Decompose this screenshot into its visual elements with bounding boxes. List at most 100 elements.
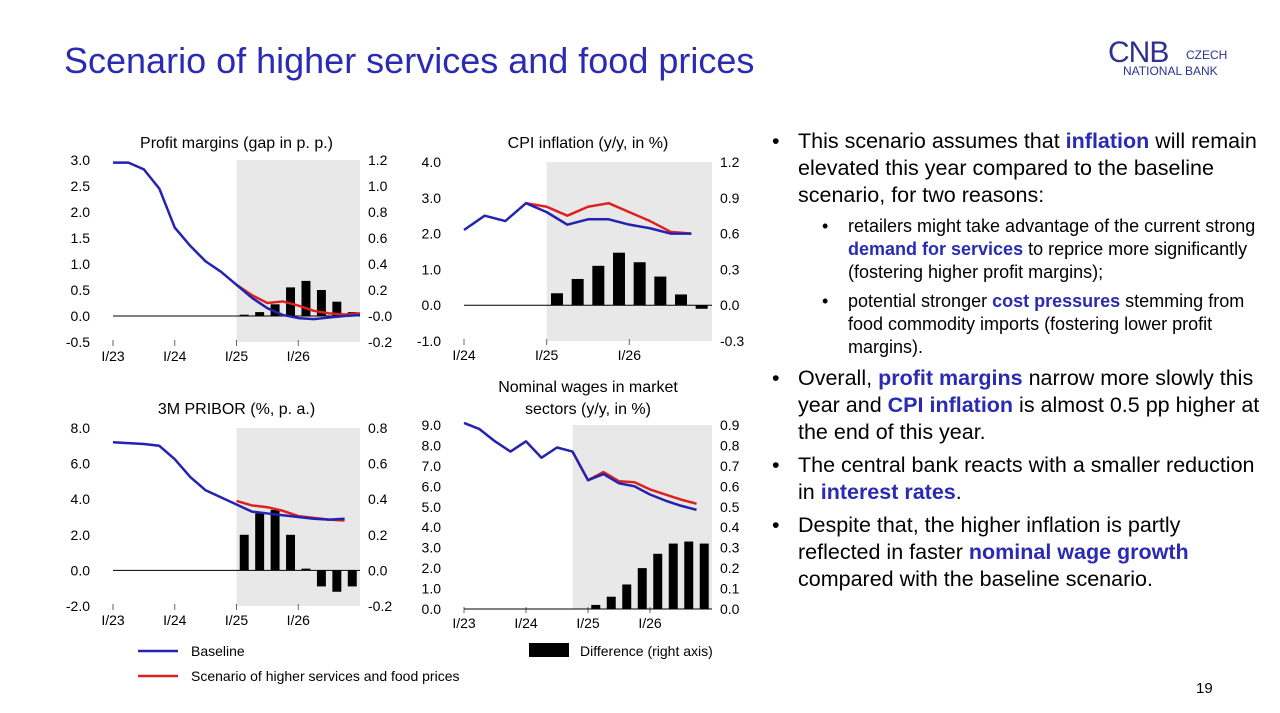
- page-number: 19: [1196, 680, 1213, 697]
- y-tick-label-right: 1.0: [368, 178, 388, 194]
- bullet-text: .: [955, 480, 962, 504]
- difference-bar: [668, 543, 678, 609]
- y-tick-label-right: 0.4: [368, 256, 388, 272]
- y-tick-label-right: 0.5: [720, 499, 740, 515]
- x-tick-label: I/24: [514, 615, 538, 631]
- difference-bar: [347, 570, 357, 587]
- difference-bar: [571, 278, 584, 306]
- y-tick-label-right: 0.0: [368, 562, 388, 578]
- bullet-marker: •: [772, 366, 780, 390]
- bullet-item: • This scenario assumes that inflation wi…: [772, 128, 1264, 209]
- y-tick-label-right: 1.2: [368, 152, 388, 168]
- logo-mark: CNB: [1108, 36, 1169, 69]
- highlighted-term: inflation: [1065, 129, 1150, 153]
- bullet-marker: •: [772, 129, 780, 153]
- y-tick-label-left: 0.5: [71, 282, 91, 298]
- difference-bar: [239, 534, 249, 571]
- difference-bar: [653, 553, 663, 609]
- sub-bullet-item: • retailers might take advantage of the c…: [822, 215, 1264, 284]
- y-tick-label-right: 0.8: [368, 204, 388, 220]
- page-title: Scenario of higher services and food pri…: [64, 40, 755, 81]
- logo-line-1: CZECH: [1186, 48, 1228, 62]
- difference-bar: [301, 568, 311, 571]
- y-tick-label-right: 0.7: [720, 458, 740, 474]
- chart-title: sectors (y/y, in %): [525, 401, 651, 418]
- y-tick-label-right: 0.2: [720, 560, 740, 576]
- difference-bar: [613, 252, 625, 306]
- y-tick-label-left: 6.0: [422, 478, 442, 494]
- legend-scenario-label: Scenario of higher services and food pri…: [191, 668, 459, 684]
- y-tick-label-left: 7.0: [422, 458, 442, 474]
- difference-bar: [255, 513, 265, 571]
- y-tick-label-right: -0.0: [368, 308, 392, 324]
- forecast-shade: [546, 162, 712, 341]
- bullet-marker: •: [772, 513, 780, 537]
- y-tick-label-left: 2.0: [422, 226, 442, 242]
- bullet-text: Overall,: [798, 366, 879, 390]
- y-tick-label-left: 4.0: [422, 154, 442, 170]
- bullet-text: stemming from food commodity imports (fo…: [848, 291, 1245, 357]
- difference-bar: [699, 543, 709, 609]
- bullet-marker: •: [772, 453, 780, 477]
- scenario-line: [235, 283, 361, 316]
- x-tick-label: I/24: [163, 612, 187, 628]
- legend-difference-swatch: [529, 643, 569, 657]
- y-tick-label-left: 2.0: [71, 204, 91, 220]
- difference-bar: [654, 276, 667, 306]
- baseline-line: [463, 201, 692, 235]
- bullet-item: • Despite that, the higher inflation is p…: [772, 512, 1264, 593]
- bullet-text: This scenario assumes that: [798, 129, 1066, 153]
- x-tick-label: I/25: [225, 612, 249, 628]
- y-tick-label-right: -0.2: [368, 334, 392, 350]
- y-tick-label-left: 0.0: [422, 601, 442, 617]
- y-tick-label-left: 0.0: [71, 562, 91, 578]
- y-tick-label-left: 0.0: [422, 297, 442, 313]
- difference-bar: [606, 596, 616, 609]
- bullet-text: Despite that, the higher inflation is pa…: [798, 513, 1181, 564]
- y-tick-label-left: 3.0: [422, 190, 442, 206]
- bullet-list: • This scenario assumes that inflation wi…: [772, 128, 1264, 599]
- cnb-logo: CNB CZECH NATIONAL BANK: [1108, 38, 1228, 84]
- y-tick-label-left: 1.0: [422, 261, 442, 277]
- x-tick-label: I/23: [101, 348, 125, 364]
- y-tick-label-right: -0.2: [368, 598, 392, 614]
- y-tick-label-left: 4.0: [71, 491, 91, 507]
- charts-area: Profit margins (gap in p. p.) 3.0 2.5 2.0 1.…: [66, 135, 744, 684]
- y-tick-label-right: 0.4: [368, 491, 388, 507]
- difference-bar: [684, 541, 694, 609]
- highlighted-term: profit margins: [878, 366, 1023, 390]
- difference-bar: [301, 280, 311, 316]
- y-tick-label-right: 0.9: [720, 417, 740, 433]
- baseline-line: [463, 421, 697, 512]
- y-tick-label-left: 1.0: [422, 581, 442, 597]
- bullet-item: • The central bank reacts with a smaller …: [772, 452, 1264, 506]
- difference-bar: [332, 301, 342, 316]
- y-tick-label-right: 0.0: [720, 601, 740, 617]
- y-tick-label-right: 0.9: [720, 190, 740, 206]
- legend-difference-label: Difference (right axis): [580, 643, 713, 659]
- chart-title: Nominal wages in market: [498, 379, 678, 396]
- y-tick-label-left: -1.0: [417, 333, 441, 349]
- y-tick-label-left: -0.5: [66, 334, 90, 350]
- difference-bar: [270, 509, 280, 571]
- difference-bar: [633, 262, 646, 306]
- chart-panel: 3M PRIBOR (%, p. a.) 8.0 6.0 4.0 2.0 0.0 -2.0 0…: [66, 401, 392, 628]
- y-tick-label-right: 0.6: [720, 478, 740, 494]
- difference-bar: [286, 287, 296, 316]
- y-tick-label-right: 0.1: [720, 581, 740, 597]
- x-tick-label: I/26: [287, 612, 311, 628]
- y-tick-label-right: 0.3: [720, 261, 740, 277]
- sub-bullet-item: • potential stronger cost pressures stemm…: [822, 290, 1264, 359]
- logo-line-2: NATIONAL BANK: [1123, 64, 1218, 78]
- y-tick-label-right: 0.3: [720, 540, 740, 556]
- bullet-text: is almost 0.5 pp higher at the end of th…: [798, 393, 1260, 444]
- highlighted-term: CPI inflation: [887, 393, 1014, 417]
- y-tick-label-right: 0.2: [368, 527, 388, 543]
- bullet-text: will remain elevated this year compared …: [798, 129, 1257, 207]
- x-tick-label: I/23: [452, 615, 476, 631]
- y-tick-label-left: 1.0: [71, 256, 91, 272]
- scenario-line: [525, 201, 692, 235]
- chart-panel: CPI inflation (y/y, in %) 4.0 3.0 2.0 1.0 0.0…: [417, 135, 744, 363]
- y-tick-label-left: 3.0: [422, 540, 442, 556]
- baseline-line: [112, 440, 345, 521]
